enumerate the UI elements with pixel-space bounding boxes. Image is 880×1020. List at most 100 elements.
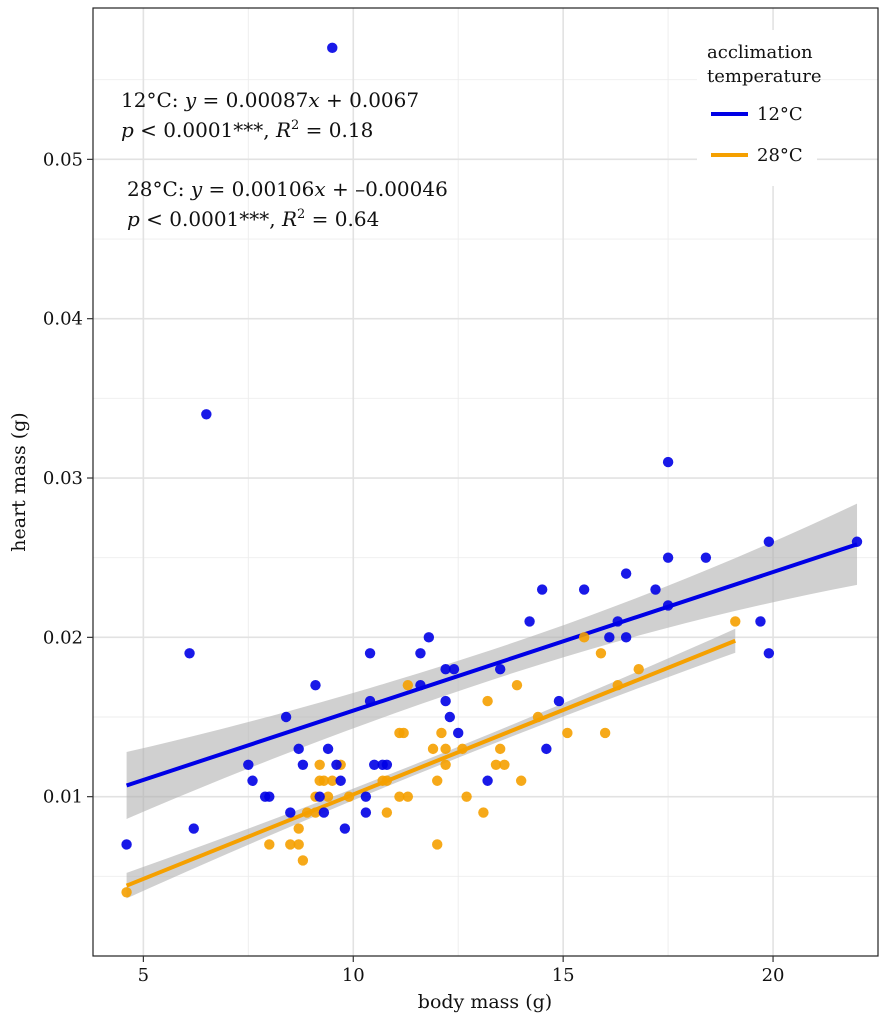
annotation-12c-line2: p < 0.0001***, R2 = 0.18: [121, 118, 373, 142]
annotation-12c-line1: 12°C: y = 0.00087x + 0.0067: [121, 88, 419, 112]
data-point-28°C: [511, 679, 523, 691]
data-point-12°C: [851, 536, 863, 547]
data-point-28°C: [612, 679, 623, 691]
y-tick-label: 0.01: [43, 787, 83, 808]
data-point-28°C: [440, 759, 451, 771]
data-point-12°C: [364, 695, 376, 707]
y-tick-label: 0.02: [43, 627, 83, 648]
data-point-12°C: [318, 807, 330, 818]
data-point-28°C: [297, 855, 309, 866]
y-tick-label: 0.03: [43, 468, 83, 489]
data-point-12°C: [650, 584, 661, 595]
data-point-28°C: [478, 807, 489, 818]
legend-label-28c: 28°C: [757, 145, 803, 166]
data-point-28°C: [436, 727, 447, 739]
data-point-12°C: [662, 552, 674, 563]
fit-lines: [125, 542, 858, 888]
data-point-28°C: [293, 823, 304, 834]
data-point-12°C: [578, 584, 590, 595]
data-point-12°C: [201, 409, 212, 420]
data-point-12°C: [482, 775, 493, 786]
data-point-28°C: [499, 759, 510, 771]
data-point-12°C: [755, 616, 766, 627]
legend-title-line1: acclimation: [707, 42, 813, 63]
legend-title-line2: temperature: [707, 66, 822, 87]
x-tick-label: 15: [552, 965, 575, 986]
annotation-28c-line1: 28°C: y = 0.00106x + –0.00046: [127, 177, 448, 201]
data-point-28°C: [314, 759, 325, 771]
data-point-28°C: [562, 727, 573, 739]
data-point-28°C: [121, 887, 132, 898]
data-point-28°C: [301, 807, 313, 818]
data-point-12°C: [121, 839, 132, 850]
data-point-12°C: [524, 616, 535, 627]
data-point-28°C: [490, 759, 502, 771]
data-point-28°C: [402, 679, 414, 691]
data-point-12°C: [553, 695, 565, 707]
data-point-28°C: [440, 743, 451, 755]
data-point-28°C: [432, 775, 443, 786]
data-point-12°C: [297, 759, 309, 771]
data-point-12°C: [188, 823, 199, 834]
data-point-12°C: [440, 664, 451, 675]
data-point-28°C: [432, 839, 443, 850]
data-point-28°C: [394, 791, 405, 802]
data-point-12°C: [494, 664, 506, 675]
y-tick-label: 0.04: [43, 309, 83, 330]
data-point-12°C: [604, 632, 615, 643]
data-point-12°C: [331, 759, 342, 771]
data-point-28°C: [318, 775, 330, 786]
data-point-28°C: [285, 839, 296, 850]
legend: acclimation temperature 12°C 28°C: [697, 30, 822, 186]
data-point-12°C: [415, 648, 426, 659]
data-point-28°C: [398, 727, 409, 739]
data-point-12°C: [612, 616, 623, 627]
panel-border: [92, 7, 879, 957]
data-point-28°C: [427, 743, 439, 755]
data-point-28°C: [595, 648, 607, 659]
data-point-12°C: [662, 600, 674, 611]
data-point-28°C: [578, 632, 590, 643]
axis-ticks: 5 10 15 20 0.01 0.02 0.03 0.04 0.05: [43, 149, 785, 986]
data-point-12°C: [448, 664, 460, 675]
data-point-12°C: [536, 584, 548, 595]
data-point-12°C: [264, 791, 275, 802]
data-point-12°C: [184, 648, 195, 659]
y-tick-label: 0.05: [43, 149, 83, 170]
annotation-28c-line2: p < 0.0001***, R2 = 0.64: [127, 207, 379, 231]
data-point-28°C: [402, 791, 414, 802]
data-point-12°C: [322, 743, 334, 755]
data-point-28°C: [343, 791, 355, 802]
legend-background: [697, 30, 817, 186]
data-point-28°C: [461, 791, 472, 802]
data-point-28°C: [515, 775, 527, 786]
data-point-12°C: [415, 679, 426, 691]
data-point-28°C: [599, 727, 611, 739]
data-point-12°C: [360, 807, 372, 818]
data-point-28°C: [730, 616, 741, 627]
data-point-28°C: [264, 839, 275, 850]
data-point-28°C: [494, 743, 506, 755]
data-point-12°C: [314, 791, 325, 802]
data-point-12°C: [285, 807, 296, 818]
data-point-28°C: [310, 807, 321, 818]
data-point-12°C: [247, 775, 258, 786]
data-point-12°C: [293, 743, 304, 755]
data-point-12°C: [440, 695, 451, 707]
data-point-28°C: [532, 711, 544, 723]
x-tick-label: 10: [342, 965, 365, 986]
data-point-12°C: [339, 823, 351, 834]
x-axis-title: body mass (g): [418, 991, 552, 1013]
data-point-12°C: [369, 759, 380, 771]
data-point-12°C: [243, 759, 254, 771]
data-point-12°C: [444, 711, 456, 723]
data-point-12°C: [662, 456, 674, 468]
data-point-12°C: [360, 791, 372, 802]
data-point-12°C: [381, 759, 393, 771]
data-point-28°C: [457, 743, 468, 755]
data-point-12°C: [620, 568, 632, 579]
fit-line-28°C: [125, 638, 737, 888]
data-point-12°C: [335, 775, 346, 786]
data-point-28°C: [327, 775, 338, 786]
